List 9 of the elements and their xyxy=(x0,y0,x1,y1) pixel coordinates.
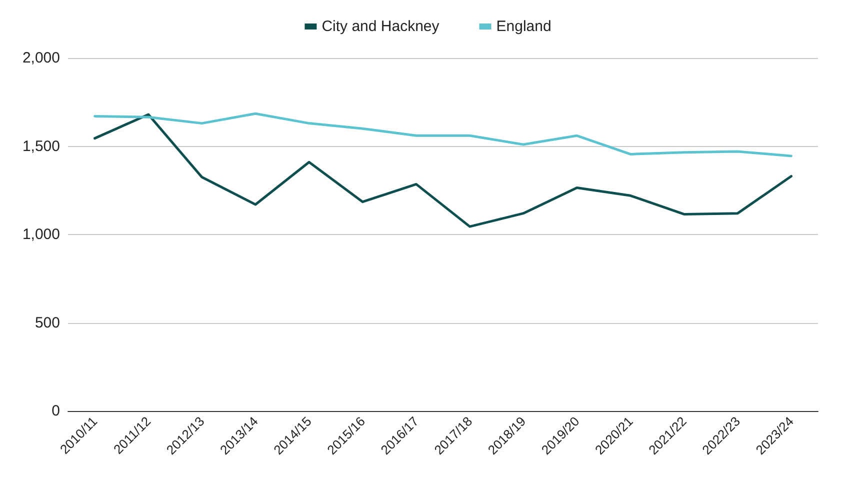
y-tick-label: 500 xyxy=(34,314,60,332)
y-tick-label: 1,000 xyxy=(22,226,60,243)
y-tick-label: 0 xyxy=(52,402,60,420)
y-tick-label: 1,500 xyxy=(22,138,60,155)
line-series xyxy=(94,112,792,158)
legend-label: City and Hackney xyxy=(322,18,440,35)
line-series xyxy=(94,113,792,228)
legend-label: England xyxy=(496,18,552,35)
y-tick-label: 2,000 xyxy=(22,50,60,66)
